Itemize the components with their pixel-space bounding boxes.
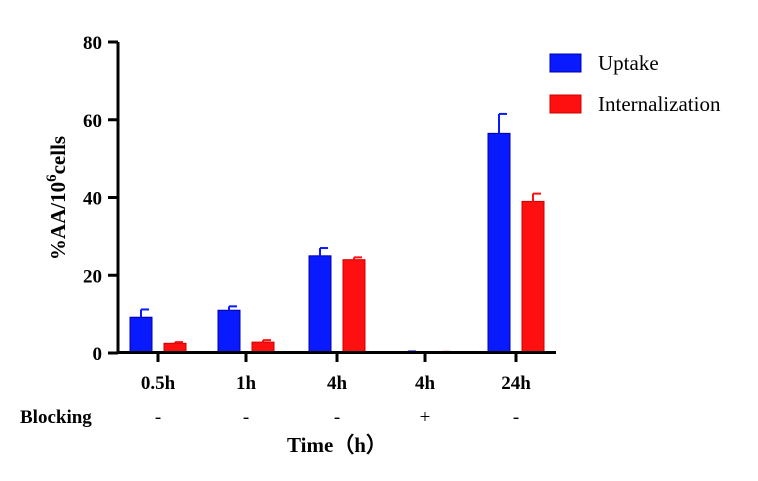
bar-uptake-0 bbox=[129, 316, 153, 354]
y-axis-title-prefix: %AA/10 bbox=[46, 182, 70, 260]
legend: Uptake Internalization bbox=[549, 51, 721, 116]
error-bar-uptake-2 bbox=[319, 247, 328, 256]
y-tick-label: 20 bbox=[83, 266, 102, 287]
blocking-values: - - - + - bbox=[155, 407, 519, 428]
error-bar-uptake-4 bbox=[498, 112, 507, 134]
y-tick-label: 0 bbox=[93, 344, 103, 365]
y-tick-label: 60 bbox=[83, 111, 102, 132]
y-tick-label: 80 bbox=[83, 33, 102, 54]
x-category-labels: 0.5h 1h 4h 4h 24h bbox=[141, 352, 531, 394]
legend-swatch-uptake bbox=[549, 53, 582, 73]
legend-swatch-internalization bbox=[549, 94, 582, 114]
bar-uptake-1 bbox=[217, 309, 241, 354]
error-bar-internalization-1 bbox=[262, 339, 271, 343]
blocking-value: - bbox=[334, 407, 340, 428]
x-tick-label: 24h bbox=[501, 373, 531, 394]
bar-internalization-4 bbox=[521, 200, 545, 354]
bars-group bbox=[129, 132, 545, 354]
y-axis-title: %AA/106cells bbox=[44, 136, 70, 260]
error-bar-uptake-0 bbox=[140, 308, 149, 318]
error-bars-group bbox=[140, 112, 541, 353]
bar-uptake-4 bbox=[487, 132, 511, 354]
y-tick-label: 40 bbox=[83, 189, 102, 210]
x-tick-label: 4h bbox=[327, 373, 348, 394]
y-axis-title-sup: 6 bbox=[44, 174, 60, 182]
x-tick-label: 1h bbox=[236, 373, 257, 394]
legend-label-internalization: Internalization bbox=[598, 92, 721, 116]
legend-label-uptake: Uptake bbox=[598, 51, 659, 75]
error-bar-internalization-0 bbox=[174, 341, 183, 344]
blocking-value: + bbox=[420, 407, 431, 428]
error-bar-uptake-1 bbox=[228, 305, 237, 311]
x-axis-title: Time（h） bbox=[287, 433, 387, 457]
error-bar-internalization-4 bbox=[532, 192, 541, 202]
y-axis-title-suffix: cells bbox=[46, 136, 70, 174]
x-tick-label: 4h bbox=[415, 373, 436, 394]
blocking-label: Blocking bbox=[20, 407, 92, 428]
blocking-value: - bbox=[243, 407, 249, 428]
bar-internalization-2 bbox=[342, 259, 366, 354]
blocking-value: - bbox=[513, 407, 519, 428]
y-ticks: 0 20 40 60 80 bbox=[83, 33, 118, 365]
error-bar-internalization-2 bbox=[353, 256, 362, 260]
x-tick-label: 0.5h bbox=[141, 373, 176, 394]
blocking-value: - bbox=[155, 407, 161, 428]
bar-uptake-2 bbox=[308, 255, 332, 354]
